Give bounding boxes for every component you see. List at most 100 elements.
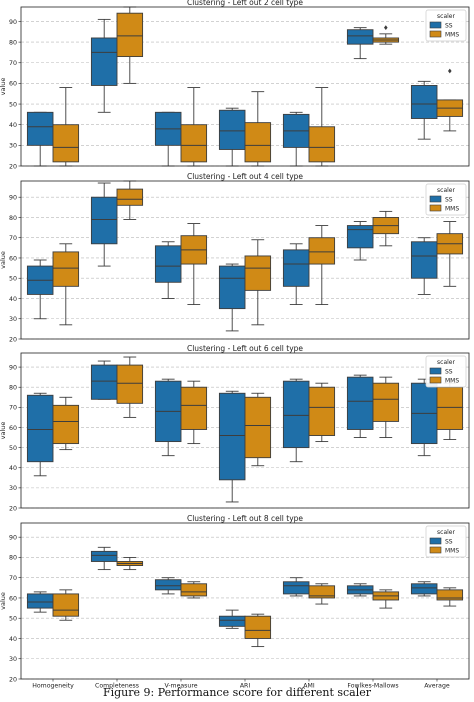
- box-MMS-homogeneity: [52, 87, 80, 167]
- box-MMS-ami: [308, 87, 336, 167]
- x-tick-label: V-measure: [164, 683, 197, 690]
- box-MMS-completeness: [116, 356, 144, 418]
- box-MMS-ari: [244, 91, 272, 167]
- box-iqr: [218, 265, 246, 310]
- box-iqr: [410, 583, 438, 595]
- legend-label-MMS: MMS: [445, 378, 459, 385]
- box-MMS-ari: [244, 392, 272, 467]
- box-iqr: [218, 392, 246, 481]
- y-tick-label: 40: [9, 296, 17, 303]
- legend-swatch-SS: [429, 537, 442, 545]
- box-MMS-v-measure: [180, 380, 208, 445]
- y-tick-label: 40: [9, 636, 17, 643]
- y-tick-label: 40: [9, 122, 17, 129]
- box-MMS-ari: [244, 613, 272, 648]
- box-iqr: [154, 245, 182, 283]
- box-iqr: [26, 394, 54, 463]
- outlier-point: [384, 25, 388, 31]
- box-iqr: [90, 37, 118, 86]
- box-iqr: [180, 124, 208, 163]
- legend-label-MMS: MMS: [445, 32, 459, 39]
- box-iqr: [218, 615, 246, 627]
- box-MMS-average: [436, 221, 464, 287]
- box-SS-ami: [282, 111, 310, 167]
- box-iqr: [90, 550, 118, 562]
- x-tick-label: Homogeneity: [32, 683, 74, 690]
- y-tick-label: 20: [9, 336, 17, 343]
- box-MMS-v-measure: [180, 223, 208, 306]
- box-MMS-homogeneity: [52, 396, 80, 451]
- box-iqr: [308, 585, 336, 599]
- y-tick-label: 80: [9, 385, 17, 392]
- legend-label-SS: SS: [445, 539, 453, 546]
- box-iqr: [180, 583, 208, 597]
- box-MMS-ami: [308, 225, 336, 306]
- box-iqr: [436, 386, 464, 430]
- box-iqr: [52, 251, 80, 287]
- y-tick-label: 20: [9, 676, 17, 683]
- plot-frame: [20, 180, 470, 340]
- x-tick-label: AMI: [303, 683, 315, 690]
- box-iqr: [90, 196, 118, 245]
- box-MMS-fowlkes-mallows: [372, 376, 400, 438]
- box-iqr: [26, 593, 54, 609]
- box-SS-v-measure: [154, 111, 182, 167]
- y-tick-label: 60: [9, 595, 17, 602]
- box-iqr: [218, 109, 246, 150]
- box-SS-ami: [282, 378, 310, 463]
- y-tick-label: 30: [9, 485, 17, 492]
- plot-area: [21, 523, 469, 679]
- box-MMS-v-measure: [180, 581, 208, 599]
- legend-swatch-SS: [429, 367, 442, 375]
- box-MMS-completeness: [116, 556, 144, 571]
- box-iqr: [26, 111, 54, 146]
- legend-swatch-SS: [429, 195, 442, 203]
- legend-label-SS: SS: [445, 369, 453, 376]
- legend-label-SS: SS: [445, 23, 453, 30]
- y-axis-label: value: [0, 251, 7, 269]
- x-tick-label: Fowlkes-Mallows: [347, 683, 398, 690]
- y-axis-label: value: [0, 422, 7, 440]
- legend-title: scaler: [437, 359, 455, 366]
- box-iqr: [116, 12, 144, 58]
- legend-swatch-MMS: [429, 376, 442, 384]
- y-tick-label: 50: [9, 101, 17, 108]
- y-tick-label: 70: [9, 60, 17, 67]
- box-MMS-ami: [308, 382, 336, 443]
- y-tick-label: 80: [9, 555, 17, 562]
- box-MMS-homogeneity: [52, 589, 80, 621]
- plot-frame: [20, 352, 470, 509]
- box-MMS-ari: [244, 239, 272, 326]
- legend: scaler SS MMS: [425, 9, 467, 42]
- box-SS-average: [410, 378, 438, 457]
- box-iqr: [52, 124, 80, 163]
- legend-label-MMS: MMS: [445, 548, 459, 555]
- chart-panel-2: Clustering - Left out 4 cell type 20 30 40 5…: [0, 172, 470, 343]
- y-tick-label: 90: [9, 195, 17, 202]
- box-iqr: [154, 579, 182, 591]
- box-iqr: [308, 126, 336, 163]
- box-SS-homogeneity: [26, 392, 54, 477]
- legend-title: scaler: [437, 187, 455, 194]
- box-MMS-completeness: [116, 6, 144, 84]
- chart-title: Clustering - Left out 6 cell type: [187, 344, 303, 353]
- x-tick-label: Completeness: [95, 683, 139, 690]
- box-SS-fowlkes-mallows: [346, 583, 374, 597]
- chart-panel-1: Clustering - Left out 2 cell type 20 30 40 5…: [0, 0, 470, 170]
- y-tick-label: 20: [9, 163, 17, 170]
- box-iqr: [282, 380, 310, 449]
- box-iqr: [346, 376, 374, 430]
- box-iqr: [372, 382, 400, 422]
- box-SS-average: [410, 237, 438, 295]
- box-SS-ami: [282, 577, 310, 597]
- box-iqr: [410, 241, 438, 279]
- box-iqr: [436, 589, 464, 601]
- box-iqr: [308, 386, 336, 436]
- box-iqr: [116, 188, 144, 206]
- box-SS-completeness: [90, 360, 118, 400]
- legend-swatch-MMS: [429, 30, 442, 38]
- box-iqr: [346, 225, 374, 249]
- box-SS-fowlkes-mallows: [346, 221, 374, 261]
- legend-swatch-MMS: [429, 204, 442, 212]
- box-SS-ami: [282, 243, 310, 306]
